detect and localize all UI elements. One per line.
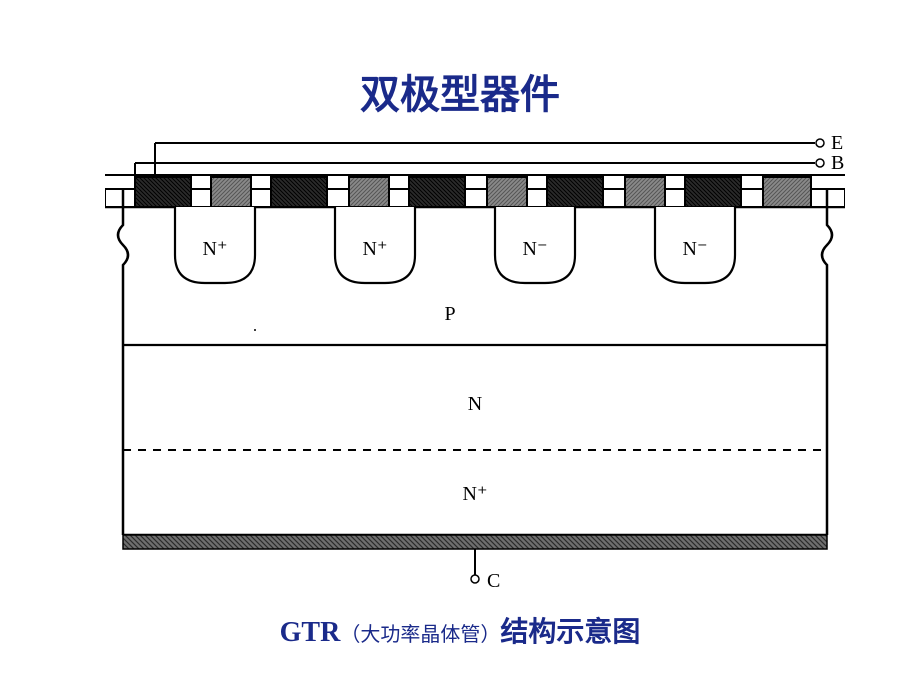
figure-caption: GTR（大功率晶体管）结构示意图	[0, 610, 920, 650]
metallization-row	[105, 177, 845, 207]
diagram-svg: E B	[105, 135, 845, 590]
caption-suffix: 结构示意图	[500, 617, 640, 648]
n-layer-label: N	[468, 393, 482, 415]
terminal-c: C	[471, 549, 500, 590]
well-2-label: N⁺	[363, 238, 388, 260]
nplus-layer-label: N⁺	[463, 483, 488, 505]
well-1-label: N⁺	[203, 238, 228, 260]
gtr-structure-diagram: E B	[105, 135, 845, 590]
right-edge	[822, 207, 832, 535]
emitter-wells: N⁺ N⁺ N⁻ N⁻	[175, 207, 735, 283]
collector-metal	[123, 535, 827, 549]
left-edge	[118, 207, 128, 535]
well-4-label: N⁻	[683, 238, 708, 260]
terminal-b-label: B	[831, 152, 844, 174]
caption-sub: （大功率晶体管）	[340, 624, 500, 646]
dot-artifact	[254, 329, 256, 331]
top-wires: E B	[135, 135, 844, 175]
well-3-label: N⁻	[523, 238, 548, 260]
title-text: 双极型器件	[360, 72, 560, 117]
caption-prefix: GTR	[280, 617, 341, 648]
page-title: 双极型器件	[0, 62, 920, 120]
p-layer-label: P	[444, 303, 455, 325]
terminal-c-label: C	[487, 570, 500, 590]
